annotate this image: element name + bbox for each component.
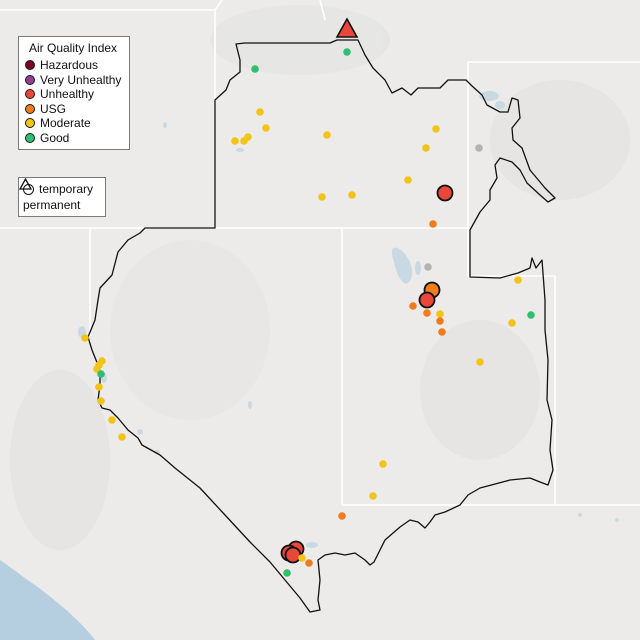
- legend-label: USG: [40, 101, 67, 116]
- moderate-temporary-monitor[interactable]: [514, 276, 522, 284]
- legend-item-very-unhealthy: Very Unhealthy: [25, 73, 123, 88]
- hazardous-swatch: [25, 60, 35, 71]
- usg-temporary-monitor[interactable]: [438, 328, 446, 336]
- moderate-temporary-monitor[interactable]: [256, 108, 264, 116]
- good-temporary-monitor[interactable]: [97, 370, 105, 378]
- lake: [236, 148, 244, 152]
- unhealthy-permanent-monitor[interactable]: [335, 17, 359, 38]
- moderate-temporary-monitor[interactable]: [432, 125, 440, 133]
- lake: [615, 518, 619, 522]
- very-unhealthy-swatch: [25, 74, 35, 85]
- legend-item-permanent: permanent: [19, 178, 99, 213]
- good-temporary-monitor[interactable]: [283, 569, 291, 577]
- usg-temporary-monitor[interactable]: [305, 559, 313, 567]
- usg-swatch: [25, 103, 35, 114]
- moderate-temporary-monitor[interactable]: [508, 319, 516, 327]
- moderate-temporary-monitor[interactable]: [231, 137, 239, 145]
- unhealthy-swatch: [25, 89, 35, 100]
- lake: [137, 429, 143, 435]
- lake: [248, 401, 252, 409]
- moderate-temporary-monitor[interactable]: [369, 492, 377, 500]
- usg-temporary-monitor[interactable]: [429, 220, 437, 228]
- unhealthy-temporary-monitor[interactable]: [284, 546, 302, 564]
- legend-item-temporary: temporary: [23, 181, 99, 197]
- moderate-temporary-monitor[interactable]: [81, 334, 89, 342]
- moderate-temporary-monitor[interactable]: [404, 176, 412, 184]
- good-swatch: [25, 132, 35, 143]
- lake: [415, 261, 421, 275]
- legend-label: Unhealthy: [40, 87, 95, 102]
- moderate-temporary-monitor[interactable]: [244, 133, 252, 141]
- legend-item-usg: USG: [25, 102, 123, 117]
- lake: [163, 122, 167, 128]
- legend-title: Air Quality Index: [29, 41, 118, 55]
- moderate-temporary-monitor[interactable]: [108, 416, 116, 424]
- unhealthy-temporary-monitor[interactable]: [418, 291, 436, 309]
- moderate-temporary-monitor[interactable]: [118, 433, 126, 441]
- legend-label: Good: [40, 130, 70, 145]
- legend-item-hazardous: Hazardous: [25, 58, 123, 73]
- legend-item-unhealthy: Unhealthy: [25, 87, 123, 102]
- good-temporary-monitor[interactable]: [343, 48, 351, 56]
- aqi-legend: Air Quality Index Hazardous Very Unhealt…: [18, 36, 130, 150]
- moderate-temporary-monitor[interactable]: [348, 191, 356, 199]
- unhealthy-temporary-monitor[interactable]: [436, 184, 454, 202]
- usg-temporary-monitor[interactable]: [423, 309, 431, 317]
- moderate-temporary-monitor[interactable]: [436, 310, 444, 318]
- moderate-temporary-monitor[interactable]: [95, 383, 103, 391]
- legend-label: Hazardous: [40, 58, 99, 73]
- legend-item-good: Good: [25, 131, 123, 146]
- usg-temporary-monitor[interactable]: [338, 512, 346, 520]
- moderate-temporary-monitor[interactable]: [422, 144, 430, 152]
- lake: [578, 513, 582, 517]
- good-temporary-monitor[interactable]: [251, 65, 259, 73]
- lake: [495, 101, 505, 109]
- permanent-label: permanent: [23, 198, 81, 212]
- moderate-temporary-monitor[interactable]: [97, 397, 105, 405]
- terrain-shading: [10, 5, 630, 550]
- moderate-temporary-monitor[interactable]: [298, 554, 306, 562]
- temporary-label: temporary: [39, 182, 94, 196]
- moderate-temporary-monitor[interactable]: [318, 193, 326, 201]
- usg-temporary-monitor[interactable]: [436, 317, 444, 325]
- legend-label: Very Unhealthy: [40, 72, 122, 87]
- moderate-temporary-monitor[interactable]: [262, 124, 270, 132]
- usg-temporary-monitor[interactable]: [409, 302, 417, 310]
- lake: [306, 542, 318, 548]
- monitor-type-legend: temporary permanent: [18, 177, 106, 217]
- no-data-temporary-monitor[interactable]: [424, 263, 432, 271]
- moderate-temporary-monitor[interactable]: [379, 460, 387, 468]
- moderate-swatch: [25, 118, 35, 129]
- great-salt-lake: [391, 247, 413, 284]
- good-temporary-monitor[interactable]: [527, 311, 535, 319]
- legend-label: Moderate: [40, 116, 91, 131]
- moderate-temporary-monitor[interactable]: [323, 131, 331, 139]
- moderate-temporary-monitor[interactable]: [476, 358, 484, 366]
- no-data-temporary-monitor[interactable]: [475, 144, 483, 152]
- triangle-icon: [19, 178, 32, 190]
- legend-item-moderate: Moderate: [25, 116, 123, 131]
- ocean-area: [0, 560, 95, 640]
